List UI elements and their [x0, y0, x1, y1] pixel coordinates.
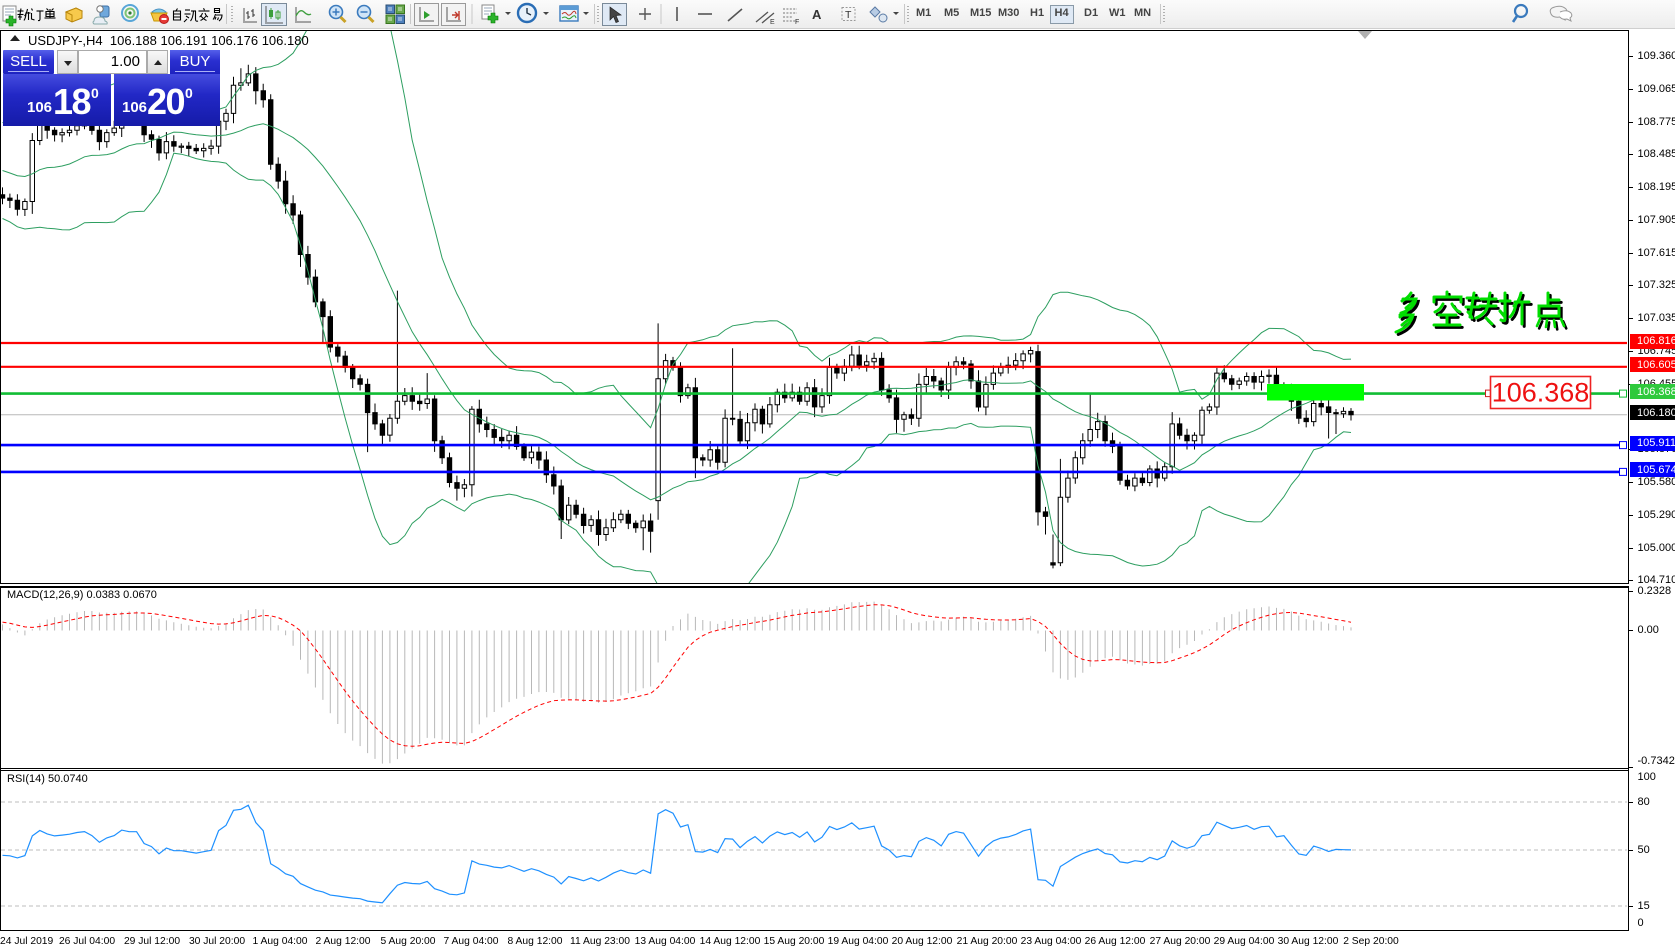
svg-text:A: A — [812, 7, 822, 22]
svg-text:F: F — [795, 19, 799, 26]
svg-text:E: E — [770, 19, 775, 26]
svg-text:T: T — [845, 9, 852, 21]
svg-text:106.368: 106.368 — [1492, 378, 1590, 408]
